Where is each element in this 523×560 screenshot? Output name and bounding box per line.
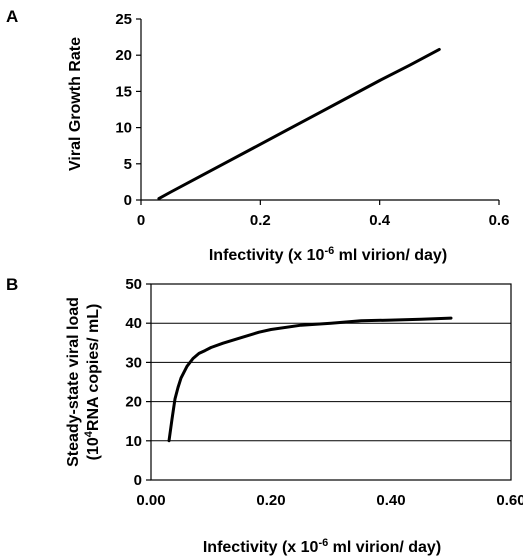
panel-a-label: A xyxy=(6,7,18,26)
y-tick-label: 20 xyxy=(115,47,132,64)
x-tick-label: 0.4 xyxy=(369,212,391,229)
y-tick-label: 10 xyxy=(125,433,142,450)
y-tick-label: 20 xyxy=(125,394,142,411)
x-tick-label: 0.60 xyxy=(496,492,523,509)
panel-b-y-axis-title-line1: Steady-state viral load xyxy=(65,297,82,467)
panel-b-y-ticks: 0 10 20 30 40 50 xyxy=(125,276,151,489)
panel-b-series-line xyxy=(167,316,453,443)
panel-a-y-ticks: 0 5 10 15 20 25 xyxy=(115,11,141,209)
x-tick-label: 0.00 xyxy=(136,492,165,509)
x-tick-label: 0.20 xyxy=(256,492,285,509)
panel-b-gridlines xyxy=(151,322,511,442)
x-tick-label: 0.6 xyxy=(489,212,510,229)
x-tick-label: 0 xyxy=(137,212,145,229)
y-tick-label: 10 xyxy=(115,120,132,137)
panel-a-y-axis-title: Viral Growth Rate xyxy=(67,37,84,171)
panel-b-label: B xyxy=(6,275,18,294)
y-tick-label: 50 xyxy=(125,276,142,293)
panel-a-series-line xyxy=(157,47,441,201)
panel-a: A 0 0.2 0.4 0.6 0 5 10 15 20 25 Infectivity (x 1… xyxy=(6,7,509,264)
panel-b-x-axis-title: Infectivity (x 10-6 ml virion/ day) xyxy=(203,537,441,556)
panel-a-x-axis-title: Infectivity (x 10-6 ml virion/ day) xyxy=(209,245,447,264)
y-tick-label: 40 xyxy=(125,315,142,332)
panel-b-plot-frame xyxy=(150,283,512,481)
panel-b: B 0.00 0.20 0.40 0.60 0 10 20 30 40 50 Infectivi… xyxy=(6,275,523,556)
y-tick-label: 30 xyxy=(125,354,142,371)
panel-a-x-ticks: 0 0.2 0.4 0.6 xyxy=(137,200,510,229)
y-tick-label: 5 xyxy=(124,156,132,173)
y-tick-label: 0 xyxy=(124,192,132,209)
x-tick-label: 0.40 xyxy=(376,492,405,509)
panel-b-y-axis-title-line2: (104RNA copies/ mL) xyxy=(83,304,102,461)
x-tick-label: 0.2 xyxy=(250,212,271,229)
y-tick-label: 25 xyxy=(115,11,132,28)
y-tick-label: 0 xyxy=(134,472,142,489)
panel-b-x-ticks: 0.00 0.20 0.40 0.60 xyxy=(136,492,523,509)
y-tick-label: 15 xyxy=(115,83,132,100)
